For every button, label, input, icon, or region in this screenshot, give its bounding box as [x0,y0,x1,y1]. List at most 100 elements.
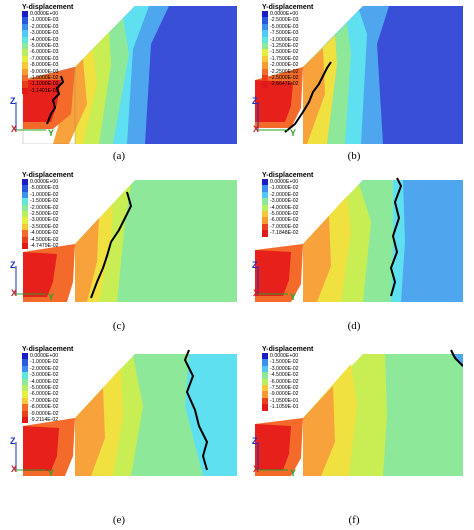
legend-entry: -5.0000E-02 [22,384,73,392]
contour-plot-b [255,6,463,144]
legend-value: -7.0000E-02 [270,223,299,230]
legend-title: Y-displacement [262,172,314,179]
legend-swatch [22,404,28,411]
legend-swatch [262,204,268,211]
axis-y-label: Y [48,292,54,302]
legend-swatch [262,74,268,82]
legend-entry: -1.0000E-02 [22,191,73,199]
legend-d: Y-displacement 0.0000E+00 -1.0000E-02 -2.0… [262,172,313,237]
legend-swatch [22,191,28,199]
legend-value: -1.0000E-03 [30,17,59,24]
legend-entry: 0.0000E+00 [262,353,313,360]
axis-x-label: X [253,464,259,474]
legend-value: -4.0000E-03 [30,36,59,43]
contour-plot-c [23,180,237,302]
legend-swatch [262,210,268,218]
axis-z-label: Z [252,96,258,106]
legend-entry: -9.2114E-02 [22,416,73,424]
legend-swatch [262,198,268,205]
legend-swatch [22,55,28,63]
caption-d: (d) [347,320,361,332]
legend-swatch [262,30,268,37]
axis-z-label: Z [10,436,16,446]
legend-value: -1.0000E-02 [30,359,59,366]
legend-entry: -1.0000E-03 [22,17,73,24]
legend-value: -9.0000E-02 [270,391,299,398]
legend-a: Y-displacement 0.0000E+00 -1.0000E-03 -2.0… [22,4,73,95]
axis-x-label: X [253,288,259,298]
legend-f: Y-displacement 0.0000E+00 -1.5000E-02 -3.0… [262,346,313,411]
legend-swatch [262,185,268,192]
legend-entry: -7.0000E-02 [22,397,73,405]
panel-c [13,172,237,312]
legend-entry: -1.0000E-02 [262,36,313,43]
legend-value: -5.0000E-02 [30,384,59,391]
legend-entry: 0.0000E+00 [22,353,73,360]
legend-entry: -1.0000E-02 [22,359,73,366]
legend-swatch [22,81,28,88]
legend-entry: -5.0000E-03 [22,185,73,192]
legend-swatch [22,416,28,424]
legend-value: -2.0000E-02 [270,191,299,198]
legend-swatch [262,217,268,224]
legend-swatch [22,236,28,243]
legend-swatch [22,36,28,43]
axis-triad-f: Z Y X [252,436,296,478]
legend-entry: -8.0000E-02 [22,404,73,411]
legend-entry: -1.1059E-01 [262,404,313,411]
legend-entry: -3.5000E-02 [22,223,73,231]
legend-value: -1.7500E-02 [270,55,299,62]
legend-value: -9.0000E-02 [30,410,59,417]
legend-value: -7.5000E-02 [270,384,299,391]
axis-z-label: Z [10,96,16,106]
legend-entry: -2.2500E-02 [262,68,313,75]
legend-entry: -5.0000E-02 [262,210,313,218]
legend-entry: -6.0000E-03 [22,49,73,56]
legend-value: -2.5000E-02 [270,74,299,81]
legend-swatch [262,365,268,373]
legend-entry: -4.0000E-02 [22,378,73,385]
axis-z-label: Z [252,260,258,270]
panel-f [255,346,463,486]
legend-value: -1.1000E-02 [30,81,59,88]
legend-value: -1.5000E-02 [30,198,59,205]
legend-swatch [262,223,268,231]
axis-z-label: Z [10,260,16,270]
legend-value: -2.0000E-02 [30,365,59,372]
contour-plot-f [255,349,463,476]
legend-value: -1.0000E-02 [270,36,299,43]
legend-swatch [262,230,268,237]
legend-title: Y-displacement [262,346,314,353]
legend-swatch [22,49,28,56]
legend-value: -5.0000E-03 [30,42,59,49]
legend-swatch [22,372,28,379]
legend-value: 0.0000E+00 [270,353,299,359]
legend-swatch [22,42,28,50]
legend-value: -2.0000E-03 [30,23,59,30]
legend-value: -2.5000E-03 [270,17,299,24]
legend-entry: -5.0000E-03 [262,23,313,31]
legend-entry: -2.5000E-03 [262,17,313,24]
legend-swatch [22,365,28,373]
legend-swatch [262,359,268,366]
legend-value: -6.0000E-02 [270,217,299,224]
contour-plot-d [255,177,463,302]
legend-value: -1.1401E-02 [30,87,59,94]
legend-value: -2.0000E-02 [270,62,299,69]
legend-swatch [262,68,268,75]
legend-entry: -5.0000E-03 [22,42,73,50]
legend-entry: -6.0000E-02 [262,217,313,224]
legend-swatch [262,55,268,63]
legend-value: -4.5000E-02 [270,372,299,379]
legend-swatch [262,378,268,385]
legend-entry: 0.0000E+00 [22,11,73,18]
legend-swatch [22,410,28,417]
legend-swatch [22,74,28,82]
slip-surface-c [90,191,133,299]
legend-value: -6.0000E-02 [30,391,59,398]
legend-entry: -2.6647E-02 [262,81,313,88]
legend-entry: -1.5000E-02 [22,198,73,205]
legend-value: -8.0000E-02 [30,404,59,411]
legend-value: -3.5000E-02 [30,223,59,230]
legend-value: -1.0000E-02 [270,185,299,192]
